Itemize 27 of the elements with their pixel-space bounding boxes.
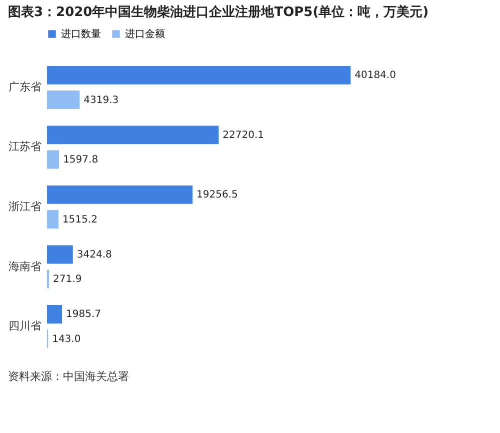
y-tick-label: 江苏省: [8, 140, 42, 154]
data-label: 143.0: [52, 334, 81, 345]
y-tick-label: 浙江省: [8, 200, 42, 213]
legend-label: 进口数量: [61, 28, 101, 40]
chart-title: 图表3：2020年中国生物柴油进口企业注册地TOP5(单位：吨，万美元): [8, 4, 429, 20]
y-tick-label: 海南省: [8, 260, 42, 273]
bar: [47, 150, 60, 169]
data-label: 22720.1: [222, 130, 264, 141]
y-tick-label: 广东省: [8, 80, 42, 94]
bar: [47, 305, 62, 324]
bar: [47, 90, 80, 109]
data-label: 1985.7: [66, 309, 102, 320]
data-label: 4319.3: [84, 94, 119, 106]
bar: [47, 210, 58, 229]
data-label: 1515.2: [62, 214, 98, 226]
text: 资料来源：中国海关总署: [8, 369, 130, 384]
bar: [47, 185, 192, 204]
legend-label: 进口金额: [125, 28, 165, 40]
data-label: 40184.0: [354, 70, 396, 82]
bar: [47, 126, 219, 144]
data-label: 271.9: [53, 274, 82, 286]
y-tick-label: 四川省: [8, 320, 42, 333]
bar: [47, 245, 73, 264]
bar: [47, 66, 351, 84]
data-label: 3424.8: [76, 249, 112, 260]
data-label: 1597.8: [63, 154, 98, 166]
data-label: 19256.5: [196, 190, 238, 201]
